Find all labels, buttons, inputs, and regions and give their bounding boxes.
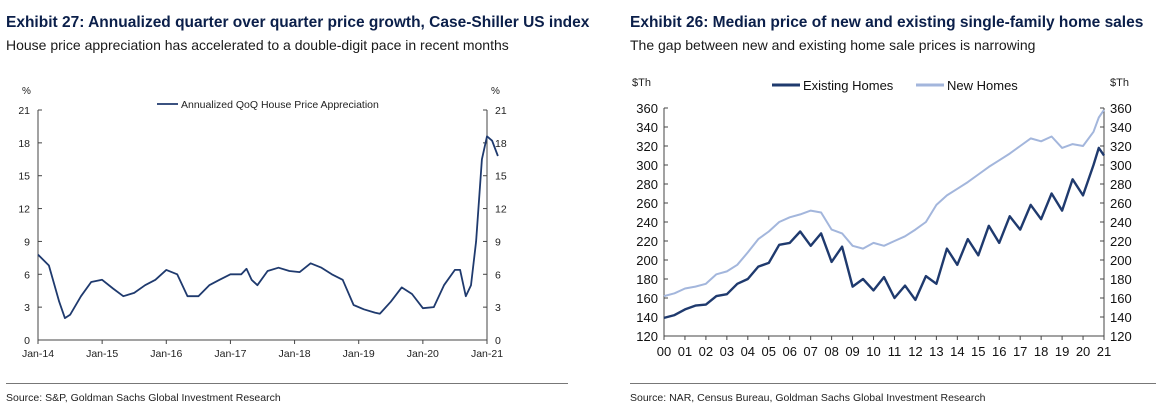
legend-label-annualized-qoq: Annualized QoQ House Price Appreciation xyxy=(181,99,379,111)
y-tick-label: 18 xyxy=(18,138,30,150)
x-tick-label: 18 xyxy=(1034,344,1048,359)
y-tick-label: 120 xyxy=(636,329,658,344)
x-tick-label: 11 xyxy=(888,344,902,359)
x-tick-label: 05 xyxy=(762,344,776,359)
y-tick-label: 280 xyxy=(636,177,658,192)
y-tick-label: 200 xyxy=(636,253,658,268)
y-tick-label-right: 15 xyxy=(495,171,507,183)
y-axis-unit-left: $Th xyxy=(632,77,651,89)
x-tick-label: 01 xyxy=(678,344,692,359)
x-tick-label: Jan-18 xyxy=(279,348,311,360)
x-tick-label: 19 xyxy=(1055,344,1069,359)
legend-label-new-homes: New Homes xyxy=(947,78,1018,93)
y-tick-label-right: 220 xyxy=(1110,234,1132,249)
y-tick-label: 220 xyxy=(636,234,658,249)
y-tick-label-right: 320 xyxy=(1110,139,1132,154)
x-tick-label: 06 xyxy=(782,344,796,359)
right-chart-subtitle: The gap between new and existing home sa… xyxy=(630,37,1036,53)
y-tick-label-right: 0 xyxy=(495,335,501,347)
y-tick-label: 15 xyxy=(18,171,30,183)
y-tick-label: 12 xyxy=(18,204,30,216)
right-chart-source: Source: NAR, Census Bureau, Goldman Sach… xyxy=(630,392,986,404)
y-tick-label: 240 xyxy=(636,215,658,230)
left-chart-source: Source: S&P, Goldman Sachs Global Invest… xyxy=(6,392,281,404)
y-tick-label: 9 xyxy=(24,236,30,248)
y-tick-label: 180 xyxy=(636,272,658,287)
y-tick-label: 260 xyxy=(636,196,658,211)
left-chart-title: Exhibit 27: Annualized quarter over quar… xyxy=(6,14,590,31)
x-tick-label: 07 xyxy=(803,344,817,359)
x-tick-label: Jan-19 xyxy=(343,348,375,360)
y-tick-label: 300 xyxy=(636,158,658,173)
x-tick-label: 14 xyxy=(950,344,964,359)
y-axis-unit-right: % xyxy=(491,86,500,97)
x-tick-label: 15 xyxy=(971,344,985,359)
x-tick-label: 04 xyxy=(741,344,755,359)
left-source-rule xyxy=(6,383,568,384)
y-tick-label-right: 160 xyxy=(1110,291,1132,306)
x-tick-label: 00 xyxy=(657,344,671,359)
y-tick-label-right: 180 xyxy=(1110,272,1132,287)
y-tick-label-right: 12 xyxy=(495,204,507,216)
y-tick-label-right: 240 xyxy=(1110,215,1132,230)
x-tick-label: 10 xyxy=(866,344,880,359)
right-chart-panel: Exhibit 26: Median price of new and exis… xyxy=(624,0,1158,408)
y-tick-label: 21 xyxy=(18,105,30,117)
y-tick-label-right: 9 xyxy=(495,236,501,248)
y-tick-label-right: 3 xyxy=(495,302,501,314)
y-tick-label: 6 xyxy=(24,269,30,281)
legend-label-existing-homes: Existing Homes xyxy=(803,78,894,93)
x-tick-label: Jan-16 xyxy=(150,348,182,360)
x-tick-label: 21 xyxy=(1097,344,1111,359)
y-tick-label: 340 xyxy=(636,120,658,135)
y-tick-label-right: 18 xyxy=(495,138,507,150)
y-tick-label: 0 xyxy=(24,335,30,347)
x-tick-label: Jan-21 xyxy=(471,348,503,360)
series-line-existing-homes xyxy=(663,146,1105,320)
x-tick-label: 08 xyxy=(824,344,838,359)
x-tick-label: 02 xyxy=(699,344,713,359)
y-tick-label: 140 xyxy=(636,310,658,325)
x-tick-label: Jan-17 xyxy=(214,348,246,360)
y-tick-label-right: 140 xyxy=(1110,310,1132,325)
y-tick-label-right: 280 xyxy=(1110,177,1132,192)
x-tick-label: 03 xyxy=(720,344,734,359)
y-tick-label-right: 340 xyxy=(1110,120,1132,135)
left-chart-plot: % % 0 0 3 3 6 6 9 9 12 12 15 15 18 18 21 21 Jan-14 Jan-15 Ja… xyxy=(18,86,507,360)
x-tick-label: 13 xyxy=(929,344,943,359)
y-tick-label: 3 xyxy=(24,302,30,314)
y-tick-label-right: 6 xyxy=(495,269,501,281)
y-tick-label-right: 120 xyxy=(1110,329,1132,344)
y-axis-unit-left: % xyxy=(22,86,31,97)
x-tick-label: 12 xyxy=(908,344,922,359)
x-tick-label: 17 xyxy=(1013,344,1027,359)
x-tick-label: Jan-15 xyxy=(86,348,118,360)
right-chart-title: Exhibit 26: Median price of new and exis… xyxy=(630,14,1144,31)
y-tick-label: 320 xyxy=(636,139,658,154)
y-tick-label-right: 21 xyxy=(495,105,507,117)
y-axis-unit-right: $Th xyxy=(1110,77,1129,89)
left-chart-panel: Exhibit 27: Annualized quarter over quar… xyxy=(0,0,589,408)
left-chart-subtitle: House price appreciation has accelerated… xyxy=(6,37,509,53)
x-tick-label: 16 xyxy=(992,344,1006,359)
y-tick-label-right: 300 xyxy=(1110,158,1132,173)
right-source-rule xyxy=(630,383,1156,384)
y-tick-label: 160 xyxy=(636,291,658,306)
series-line-new-homes xyxy=(663,109,1105,298)
x-tick-label: 20 xyxy=(1076,344,1090,359)
x-tick-label: Jan-14 xyxy=(22,348,54,360)
y-tick-label-right: 260 xyxy=(1110,196,1132,211)
x-tick-label: Jan-20 xyxy=(407,348,439,360)
series-line-annualized-qoq xyxy=(37,135,499,319)
x-tick-label: 09 xyxy=(845,344,859,359)
y-tick-label: 360 xyxy=(636,101,658,116)
y-tick-label-right: 360 xyxy=(1110,101,1132,116)
y-tick-label-right: 200 xyxy=(1110,253,1132,268)
